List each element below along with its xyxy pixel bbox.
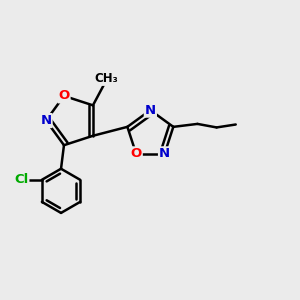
Text: CH₃: CH₃ (94, 72, 118, 85)
Text: N: N (145, 104, 156, 117)
Text: N: N (40, 114, 52, 127)
Text: O: O (130, 147, 142, 160)
Text: O: O (58, 89, 70, 102)
Text: Cl: Cl (14, 173, 28, 186)
Text: N: N (159, 147, 170, 160)
